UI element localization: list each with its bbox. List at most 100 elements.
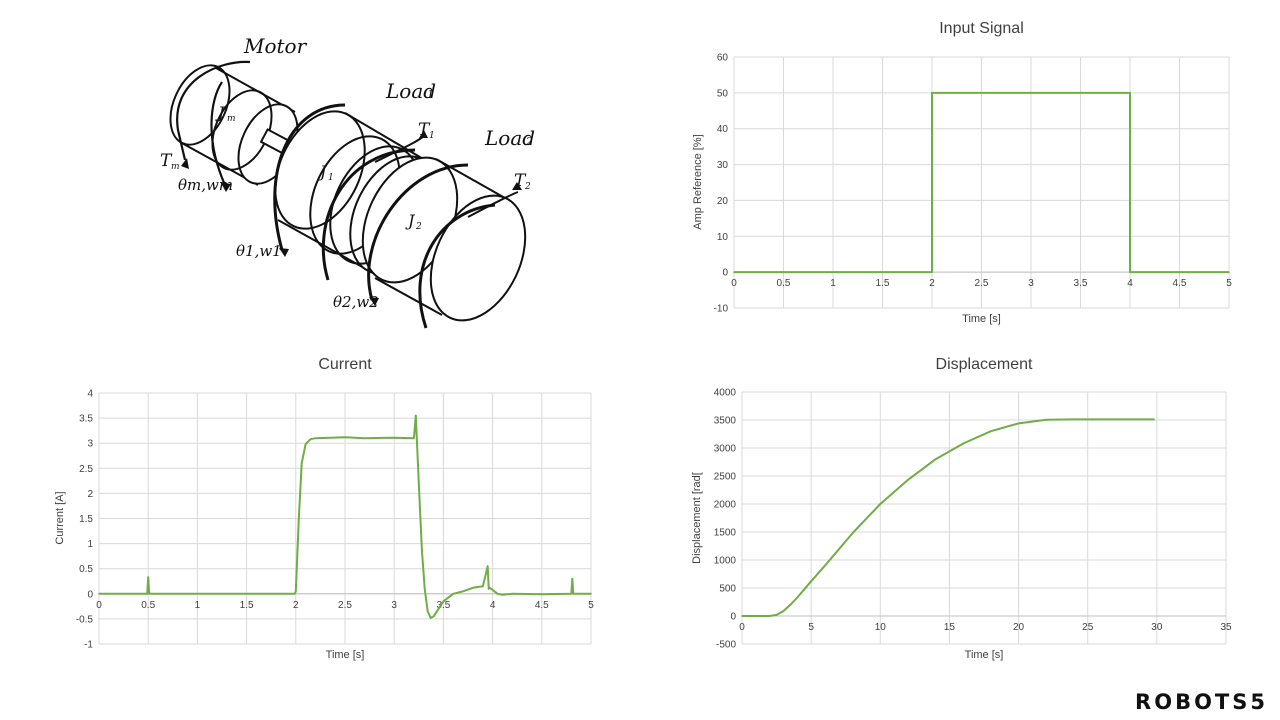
y-tick-label: 40 [717, 124, 729, 135]
y-tick-label: 0.5 [79, 564, 93, 575]
x-tick-label: 2.5 [338, 600, 352, 611]
x-tick-label: 35 [1220, 622, 1232, 633]
y-tick-label: 0 [730, 612, 736, 623]
data-point [314, 437, 317, 439]
data-point [426, 610, 429, 613]
data-point [931, 92, 933, 94]
data-point [1128, 418, 1130, 421]
y-tick-label: 4000 [714, 388, 737, 399]
data-point [432, 615, 435, 618]
load2-label: Load [484, 126, 535, 150]
data-point [741, 615, 743, 617]
t2-label: T [514, 171, 527, 191]
x-tick-label: 1.5 [876, 278, 890, 289]
x-tick-label: 0 [96, 600, 102, 611]
j2-subscript: 2 [415, 222, 422, 232]
y-tick-label: 2500 [714, 472, 737, 483]
t2-subscript: 2 [524, 182, 531, 192]
data-point [590, 593, 592, 595]
theta-2-label: θ2,w2 [333, 293, 379, 311]
data-point [415, 414, 417, 417]
data-point [442, 600, 445, 603]
data-point [420, 547, 423, 550]
tm-label: T [160, 151, 173, 171]
data-point [486, 565, 489, 567]
data-point [304, 443, 307, 446]
displacement-chart-xlabel: Time [s] [964, 649, 1004, 661]
y-tick-label: 60 [717, 53, 729, 64]
x-tick-label: 4.5 [535, 600, 549, 611]
data-point [472, 586, 474, 589]
displacement-chart-title: Displacement [935, 356, 1033, 373]
theta-m-label: θm,wm [178, 176, 233, 194]
x-tick-label: 3 [391, 600, 397, 611]
series-line [734, 91, 1229, 274]
data-point [295, 590, 297, 593]
data-point [452, 593, 455, 595]
x-tick-label: 20 [1013, 622, 1025, 633]
data-point [1100, 418, 1103, 421]
data-point [146, 593, 149, 595]
robots5-logo: ROBOTS5 [1135, 690, 1268, 714]
data-point [775, 614, 778, 616]
y-tick-label: 500 [719, 584, 736, 595]
x-tick-label: 30 [1151, 622, 1163, 633]
y-tick-label: 2.5 [79, 464, 93, 475]
data-point [491, 588, 494, 591]
x-tick-label: 0 [739, 622, 745, 633]
y-tick-label: 2000 [714, 500, 737, 511]
data-point [572, 593, 575, 595]
input-chart-title: Input Signal [939, 20, 1024, 37]
x-tick-label: 0.5 [141, 600, 155, 611]
data-point [768, 615, 771, 617]
data-point [363, 437, 366, 439]
t1-subscript: 1 [429, 131, 435, 141]
jm-subscript: m [227, 114, 236, 124]
y-tick-label: 50 [717, 88, 729, 99]
data-point [297, 517, 300, 520]
data-point [733, 271, 735, 273]
y-tick-label: 0 [87, 589, 93, 600]
y-tick-label: 3000 [714, 444, 737, 455]
y-tick-label: -500 [716, 640, 736, 651]
x-tick-label: 2.5 [975, 278, 989, 289]
data-point [782, 610, 785, 612]
input-chart-xlabel: Time [s] [962, 313, 1001, 325]
data-point [810, 580, 812, 583]
data-point [416, 437, 418, 439]
series-line [742, 418, 1155, 617]
data-point [393, 436, 396, 439]
data-point [462, 590, 464, 593]
data-point [931, 271, 933, 273]
data-point [1228, 271, 1230, 273]
y-tick-label: -10 [714, 304, 729, 315]
theta-1-label: θ1,w1 [236, 242, 282, 260]
x-tick-label: 3 [1028, 278, 1034, 289]
x-tick-label: 3.5 [436, 600, 450, 611]
jm-label: J [215, 103, 226, 122]
y-tick-label: 1000 [714, 556, 737, 567]
data-point [147, 576, 149, 579]
data-point [98, 593, 100, 595]
data-point [1073, 418, 1075, 421]
data-point [1045, 418, 1048, 421]
y-tick-label: 0 [722, 268, 728, 279]
data-point [541, 593, 543, 596]
x-tick-label: 1 [830, 278, 836, 289]
y-tick-label: 3.5 [79, 414, 93, 425]
data-point [413, 437, 415, 439]
y-tick-label: 30 [717, 160, 729, 171]
data-point [1114, 418, 1117, 421]
data-point [501, 594, 504, 596]
data-point [487, 587, 490, 590]
data-point [309, 438, 312, 440]
data-point [824, 564, 826, 567]
data-point [344, 436, 346, 438]
data-point [196, 593, 199, 595]
load1-label: Load [385, 79, 436, 103]
x-tick-label: 5 [588, 600, 594, 611]
data-point [990, 430, 992, 433]
x-tick-label: 4 [1127, 278, 1133, 289]
t1-label: T [418, 120, 431, 140]
